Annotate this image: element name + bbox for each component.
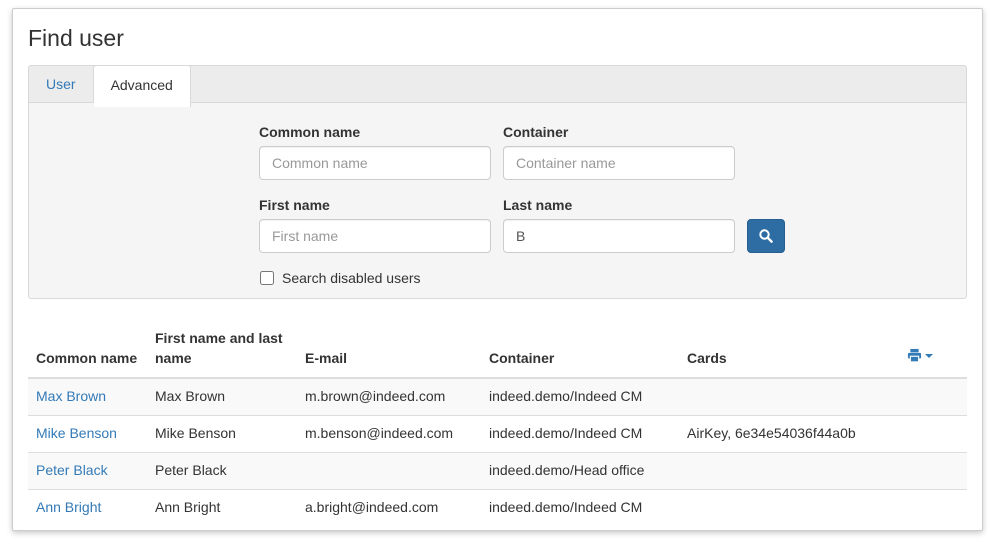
common-name-input[interactable] (259, 146, 491, 180)
last-name-label: Last name (503, 197, 573, 213)
cards-cell: AirKey, 6e34e54036f44a0b (679, 414, 899, 453)
col-container: Container (481, 321, 679, 379)
tab-advanced[interactable]: Advanced (93, 65, 191, 107)
container-cell: indeed.demo/Indeed CM (481, 488, 679, 526)
user-link[interactable]: Max Brown (36, 387, 107, 404)
form-row-2: First name Last name (259, 197, 966, 253)
col-email: E-mail (297, 321, 481, 379)
first-name-input[interactable] (259, 219, 491, 253)
actions-cell (899, 414, 967, 453)
actions-cell (899, 488, 967, 526)
full-name-cell: Ann Bright (147, 488, 297, 526)
table-row: Ann Bright Ann Bright a.bright@indeed.co… (28, 488, 967, 526)
last-name-group: Last name (503, 197, 735, 253)
search-disabled-users-row: Search disabled users (259, 270, 966, 286)
search-icon (758, 228, 774, 244)
page-title: Find user (28, 25, 124, 51)
caret-down-icon (925, 354, 933, 359)
full-name-cell: Peter Black (147, 451, 297, 490)
col-full-name: First name and last name (147, 321, 297, 379)
cards-cell (679, 488, 899, 526)
container-label: Container (503, 124, 569, 140)
tab-user[interactable]: User (29, 66, 94, 102)
search-disabled-users-label: Search disabled users (282, 270, 421, 286)
email-cell (297, 451, 481, 490)
tab-user-label: User (46, 76, 76, 92)
search-button[interactable] (747, 219, 785, 253)
search-disabled-users-checkbox[interactable] (260, 271, 274, 285)
last-name-input[interactable] (503, 219, 735, 253)
full-name-cell: Mike Benson (147, 414, 297, 453)
common-name-label: Common name (259, 124, 361, 140)
print-button[interactable] (907, 348, 933, 363)
col-common-name: Common name (28, 321, 147, 379)
printer-icon (907, 348, 922, 363)
actions-cell (899, 377, 967, 416)
user-link[interactable]: Peter Black (36, 461, 108, 478)
user-link[interactable]: Ann Bright (36, 498, 102, 515)
user-link[interactable]: Mike Benson (36, 424, 117, 441)
table-row: Peter Black Peter Black indeed.demo/Head… (28, 451, 967, 490)
cards-cell (679, 377, 899, 416)
col-cards: Cards (679, 321, 899, 379)
cards-cell (679, 451, 899, 490)
results-header-row: Common name First name and last name E-m… (28, 321, 967, 379)
full-name-cell: Max Brown (147, 377, 297, 416)
container-cell: indeed.demo/Indeed CM (481, 377, 679, 416)
container-input[interactable] (503, 146, 735, 180)
tab-bar: User Advanced (28, 65, 967, 107)
table-row: Max Brown Max Brown m.brown@indeed.com i… (28, 377, 967, 416)
first-name-label: First name (259, 197, 330, 213)
first-name-group: First name (259, 197, 491, 253)
email-cell: a.bright@indeed.com (297, 488, 481, 526)
advanced-search-panel: Common name Container First name Last na… (28, 103, 967, 299)
email-cell: m.benson@indeed.com (297, 414, 481, 453)
actions-cell (899, 451, 967, 490)
container-group: Container (503, 124, 735, 180)
common-name-group: Common name (259, 124, 491, 180)
col-print (899, 321, 967, 379)
find-user-card: Find user User Advanced Common name Cont… (12, 8, 983, 531)
container-cell: indeed.demo/Indeed CM (481, 414, 679, 453)
tab-advanced-label: Advanced (110, 76, 173, 93)
email-cell: m.brown@indeed.com (297, 377, 481, 416)
results-table: Common name First name and last name E-m… (28, 321, 967, 526)
form-row-1: Common name Container (259, 124, 966, 180)
table-row: Mike Benson Mike Benson m.benson@indeed.… (28, 414, 967, 453)
container-cell: indeed.demo/Head office (481, 451, 679, 490)
